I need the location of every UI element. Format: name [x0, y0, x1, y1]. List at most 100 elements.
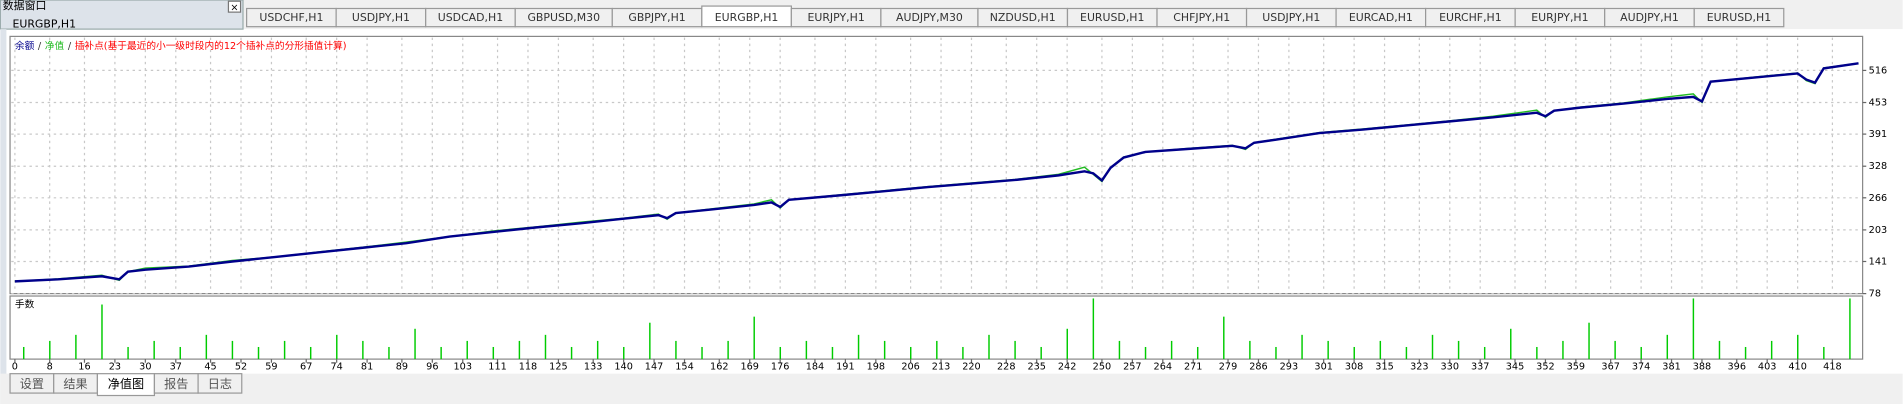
lot-bar [1170, 340, 1173, 360]
close-button[interactable] [227, 0, 242, 13]
chart-tab-label: GBPUSD,M30 [527, 11, 600, 24]
lot-bar [936, 340, 938, 360]
x-tick-label: 191 [836, 361, 855, 372]
chart-tab-label: AUDJPY,M30 [896, 11, 963, 24]
lot-bar [179, 346, 181, 360]
chart-tab-label: EURJPY,H1 [1531, 11, 1588, 24]
chart-tab-label: GBPJPY,H1 [628, 11, 685, 24]
chart-tab-label: EURCHF,H1 [1439, 11, 1502, 24]
y-tick-label: 328 [1869, 161, 1888, 172]
x-tick-label: 162 [710, 361, 729, 372]
lot-bar [1249, 340, 1251, 360]
x-tick-label: 228 [997, 361, 1016, 372]
bottom-tab[interactable] [197, 373, 243, 394]
chart-tab[interactable] [1693, 7, 1785, 28]
lot-bar [649, 322, 651, 360]
lots-label: 手数 [15, 298, 35, 311]
x-tick-label: 37 [170, 361, 182, 372]
lot-bar [1066, 328, 1068, 360]
chart-tab-label: USDCAD,H1 [438, 11, 503, 24]
x-tick-label: 30 [139, 361, 151, 372]
legend-separator: / [68, 41, 72, 52]
x-tick-label: 59 [265, 361, 277, 372]
lot-bar [1744, 346, 1747, 360]
bottom-tab-label: 设置 [20, 377, 44, 391]
data-window-symbol: EURGBP,H1 [12, 17, 76, 30]
legend-entry: 余额 [15, 39, 35, 52]
chart-tab-label: EURCAD,H1 [1349, 11, 1413, 24]
x-tick-label: 81 [361, 361, 373, 372]
lot-bar [309, 346, 312, 360]
lot-bar [1692, 298, 1695, 360]
lot-bar [753, 316, 755, 360]
x-tick-label: 308 [1345, 361, 1364, 372]
x-tick-label: 337 [1471, 361, 1490, 372]
bottom-tab-label: 报告 [164, 376, 188, 391]
lot-bar [623, 346, 625, 360]
lot-bar [75, 334, 77, 360]
x-tick-label: 264 [1154, 361, 1173, 372]
y-tick-label: 453 [1869, 98, 1888, 109]
x-tick-label: 323 [1410, 361, 1429, 372]
lot-bar [596, 340, 599, 360]
x-tick-label: 330 [1441, 361, 1460, 372]
lot-bar [1562, 340, 1564, 360]
chart-tab-label: CHFJPY,H1 [1173, 11, 1230, 24]
bottom-tab-bar [0, 373, 1903, 404]
side-strip [0, 29, 7, 404]
chart-tab-label: USDJPY,H1 [352, 11, 410, 24]
x-tick-label: 293 [1280, 361, 1299, 372]
lot-bar [1431, 334, 1434, 360]
y-tick-label: 266 [1869, 193, 1888, 204]
lot-bar [1196, 346, 1199, 360]
lot-bar [962, 346, 964, 360]
lot-bar [1770, 340, 1773, 360]
lot-bar [127, 346, 129, 360]
x-tick-label: 410 [1788, 361, 1807, 372]
x-tick-label: 213 [932, 361, 951, 372]
x-tick-label: 242 [1058, 361, 1077, 372]
lot-bar [153, 340, 155, 360]
bottom-tab-label: 净值图 [108, 376, 144, 391]
x-tick-label: 169 [740, 361, 759, 372]
lot-bar [414, 328, 416, 360]
chart-tab-label: AUDJPY,H1 [1620, 11, 1679, 24]
lot-bar [283, 340, 286, 360]
lot-bar [101, 304, 103, 360]
x-tick-label: 381 [1662, 361, 1681, 372]
x-tick-label: 118 [519, 361, 538, 372]
y-tick-label: 141 [1869, 256, 1888, 267]
x-tick-label: 198 [867, 361, 886, 372]
y-tick-label: 78 [1869, 289, 1881, 300]
lot-bar [675, 340, 677, 360]
lot-bar [544, 334, 547, 360]
x-tick-label: 140 [614, 361, 632, 372]
lot-bar [1797, 334, 1799, 360]
lot-bar [988, 334, 990, 360]
data-window-title: 数据窗口 [3, 0, 47, 12]
data-window [0, 0, 244, 30]
bottom-tab-label: 结果 [63, 377, 87, 391]
lot-bar [205, 334, 208, 360]
y-tick-label: 391 [1869, 129, 1888, 140]
x-tick-label: 301 [1314, 361, 1333, 372]
lot-bar [883, 340, 886, 360]
chart-tab-label: EURUSD,H1 [1707, 11, 1771, 24]
lot-bar [805, 340, 808, 360]
chart-tab-label: NZDUSD,H1 [990, 11, 1056, 24]
lot-bar [1588, 322, 1590, 360]
x-tick-label: 23 [109, 361, 121, 372]
lot-bar [257, 346, 260, 360]
x-tick-label: 67 [300, 361, 312, 372]
x-tick-label: 235 [1027, 361, 1046, 372]
x-tick-label: 147 [645, 361, 664, 372]
balance-line [14, 62, 1859, 283]
lot-bar [910, 346, 912, 360]
lot-bar [1614, 340, 1616, 360]
lot-bar [1118, 340, 1121, 360]
x-tick-label: 133 [584, 361, 603, 372]
lot-bar [779, 346, 782, 360]
bottom-tab-label: 日志 [208, 377, 232, 391]
x-tick-label: 8 [47, 361, 53, 372]
